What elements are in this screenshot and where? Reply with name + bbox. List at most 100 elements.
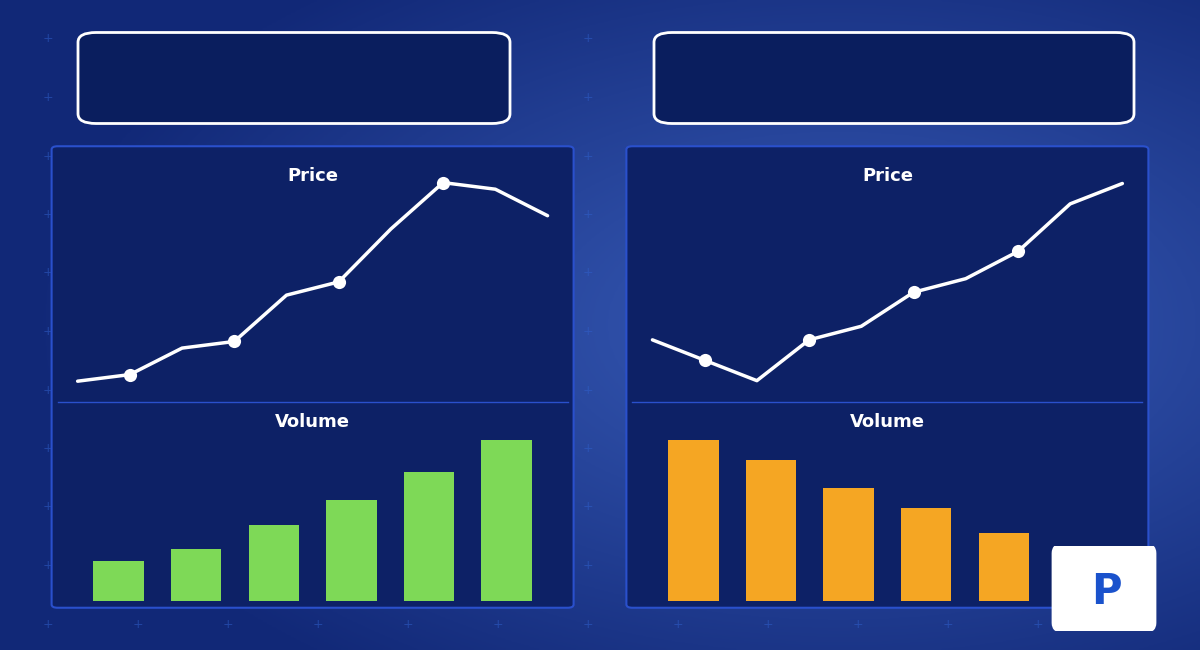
Text: +: + <box>583 91 593 104</box>
Text: +: + <box>673 442 683 455</box>
Text: +: + <box>403 208 413 221</box>
Text: +: + <box>493 384 503 396</box>
Text: +: + <box>1033 266 1043 280</box>
Text: +: + <box>313 91 323 104</box>
Text: +: + <box>403 442 413 455</box>
Text: +: + <box>403 500 413 514</box>
Text: +: + <box>583 559 593 572</box>
Text: +: + <box>763 384 773 396</box>
Text: Price: Price <box>862 167 913 185</box>
Text: +: + <box>223 150 233 162</box>
Text: +: + <box>493 325 503 338</box>
Text: +: + <box>673 150 683 162</box>
Text: +: + <box>493 266 503 280</box>
Text: +: + <box>673 208 683 221</box>
Text: +: + <box>403 559 413 572</box>
Text: +: + <box>1123 32 1133 46</box>
Text: +: + <box>43 442 53 455</box>
Text: +: + <box>133 150 143 162</box>
Point <box>433 177 452 188</box>
Text: +: + <box>133 442 143 455</box>
Text: +: + <box>1123 559 1133 572</box>
Text: +: + <box>583 325 593 338</box>
Text: +: + <box>223 618 233 630</box>
Text: +: + <box>1123 442 1133 455</box>
Text: +: + <box>403 325 413 338</box>
Text: +: + <box>673 559 683 572</box>
Text: +: + <box>223 500 233 514</box>
Text: +: + <box>943 325 953 338</box>
Text: +: + <box>583 442 593 455</box>
Text: Volume: Volume <box>275 413 350 432</box>
Text: +: + <box>853 91 863 104</box>
Text: +: + <box>133 32 143 46</box>
Point <box>1008 246 1027 257</box>
Text: +: + <box>583 384 593 396</box>
Text: +: + <box>133 500 143 514</box>
Text: +: + <box>1033 208 1043 221</box>
Text: +: + <box>673 384 683 396</box>
Point <box>329 277 348 287</box>
Text: +: + <box>223 266 233 280</box>
Text: +: + <box>853 618 863 630</box>
Text: +: + <box>133 559 143 572</box>
Text: +: + <box>1033 500 1043 514</box>
Bar <box>326 500 377 601</box>
Text: +: + <box>133 208 143 221</box>
Point <box>799 335 818 345</box>
Text: +: + <box>313 32 323 46</box>
Bar <box>823 488 874 601</box>
Text: +: + <box>133 384 143 396</box>
Text: +: + <box>1123 266 1133 280</box>
Text: +: + <box>493 618 503 630</box>
Text: +: + <box>133 91 143 104</box>
Text: +: + <box>313 442 323 455</box>
Text: +: + <box>583 618 593 630</box>
Bar <box>978 532 1030 601</box>
Text: +: + <box>223 442 233 455</box>
Text: +: + <box>403 266 413 280</box>
Text: +: + <box>763 325 773 338</box>
Text: +: + <box>853 32 863 46</box>
Text: +: + <box>43 91 53 104</box>
Point <box>904 287 923 298</box>
Text: +: + <box>763 208 773 221</box>
Text: +: + <box>1123 91 1133 104</box>
Text: +: + <box>313 618 323 630</box>
Text: +: + <box>223 208 233 221</box>
Text: +: + <box>943 32 953 46</box>
Text: +: + <box>493 208 503 221</box>
Text: +: + <box>493 559 503 572</box>
Text: +: + <box>313 150 323 162</box>
Text: +: + <box>223 32 233 46</box>
Text: +: + <box>763 150 773 162</box>
Text: +: + <box>1123 150 1133 162</box>
Text: +: + <box>223 91 233 104</box>
Text: +: + <box>313 325 323 338</box>
Text: +: + <box>1123 208 1133 221</box>
Text: +: + <box>763 559 773 572</box>
Text: +: + <box>853 266 863 280</box>
Point <box>120 369 139 380</box>
Text: +: + <box>673 266 683 280</box>
Text: P: P <box>1091 571 1122 613</box>
Text: +: + <box>1033 559 1043 572</box>
Bar <box>248 525 299 601</box>
Text: +: + <box>43 32 53 46</box>
Text: +: + <box>943 91 953 104</box>
Text: +: + <box>763 442 773 455</box>
Text: Strong Uptrend: Strong Uptrend <box>161 64 427 92</box>
Text: +: + <box>133 325 143 338</box>
Bar <box>901 508 952 601</box>
Text: +: + <box>43 208 53 221</box>
Text: +: + <box>43 266 53 280</box>
Text: Price: Price <box>287 167 338 185</box>
Text: +: + <box>403 150 413 162</box>
Text: +: + <box>853 150 863 162</box>
Text: +: + <box>943 442 953 455</box>
Text: +: + <box>1123 325 1133 338</box>
Text: +: + <box>943 266 953 280</box>
Bar <box>170 549 222 601</box>
Text: +: + <box>403 91 413 104</box>
Text: +: + <box>583 266 593 280</box>
